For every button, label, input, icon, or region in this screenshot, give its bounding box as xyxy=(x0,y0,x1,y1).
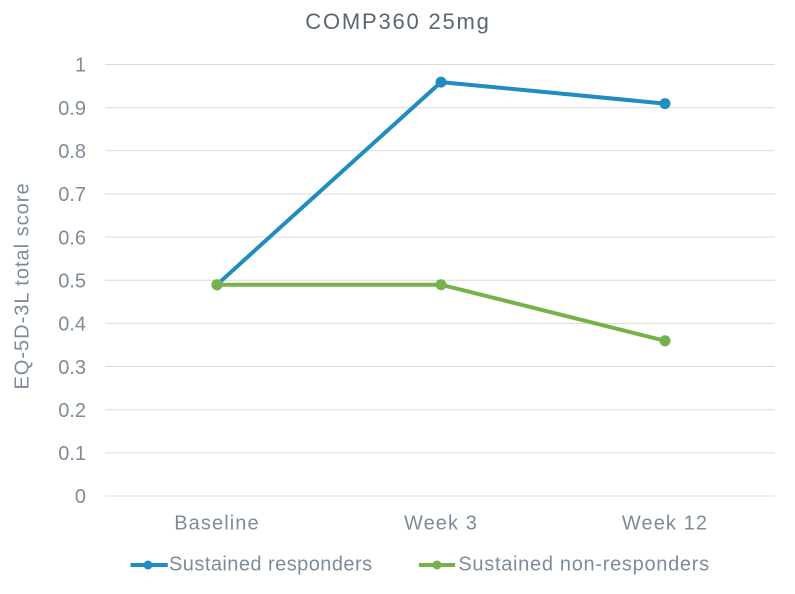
svg-text:0.8: 0.8 xyxy=(58,141,86,163)
svg-text:Sustained responders: Sustained responders xyxy=(169,554,373,576)
svg-text:Week 12: Week 12 xyxy=(622,513,708,535)
svg-text:Week 3: Week 3 xyxy=(404,513,478,535)
svg-text:0.9: 0.9 xyxy=(58,98,86,120)
svg-text:0: 0 xyxy=(75,486,86,508)
svg-text:COMP360 25mg: COMP360 25mg xyxy=(305,9,490,34)
svg-text:0.1: 0.1 xyxy=(58,443,86,465)
svg-text:0.6: 0.6 xyxy=(58,227,86,249)
svg-text:0.2: 0.2 xyxy=(58,400,86,422)
svg-text:Baseline: Baseline xyxy=(174,513,260,535)
svg-text:0.7: 0.7 xyxy=(58,184,86,206)
svg-text:0.3: 0.3 xyxy=(58,357,86,379)
svg-text:EQ-5D-3L total score: EQ-5D-3L total score xyxy=(12,182,34,389)
svg-text:Sustained non-responders: Sustained non-responders xyxy=(458,554,709,576)
svg-text:1: 1 xyxy=(75,55,86,77)
svg-text:0.4: 0.4 xyxy=(58,314,86,336)
svg-text:0.5: 0.5 xyxy=(58,270,86,292)
